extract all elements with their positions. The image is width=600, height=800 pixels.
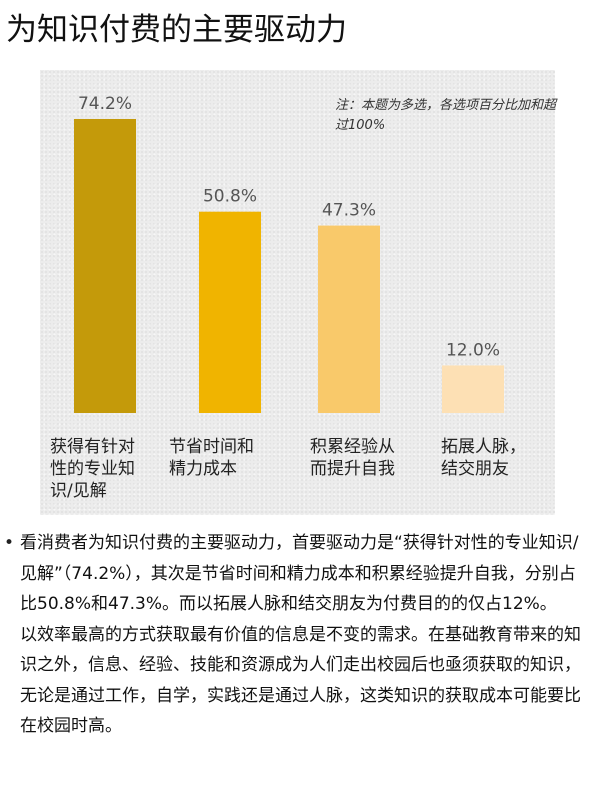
chart-panel: 74.2% 50.8% 47.3% 12.0% 注：本题为多选，各选项百分比加和超过1… xyxy=(40,70,556,515)
bar-value-label-4: 12.0% xyxy=(446,340,500,360)
bar-2 xyxy=(199,211,261,413)
bullet-marker: • xyxy=(4,533,15,553)
category-label-line: 获得有针对 xyxy=(50,437,135,457)
bar-3 xyxy=(318,225,380,413)
bar-1 xyxy=(74,118,136,414)
category-label-4: 拓展人脉， 结交朋友 xyxy=(441,436,526,480)
category-label-line: 性的专业知 xyxy=(50,459,135,479)
body-text: 看消费者为知识付费的主要驱动力，首要驱动力是“获得针对性的专业知识/见解”（74… xyxy=(20,528,590,742)
bar-value-label-2: 50.8% xyxy=(203,187,257,207)
bar-chart: 74.2% 50.8% 47.3% 12.0% xyxy=(74,94,504,414)
paragraph-2: 以效率最高的方式获取最有价值的信息是不变的需求。在基础教育带来的知识之外，信息、… xyxy=(20,624,581,737)
bar-value-label-1: 74.2% xyxy=(78,94,132,114)
bar-value-label-3: 47.3% xyxy=(322,201,376,221)
category-label-1: 获得有针对 性的专业知 识/见解 xyxy=(50,436,135,502)
category-label-2: 节省时间和 精力成本 xyxy=(169,436,254,480)
category-label-line: 精力成本 xyxy=(169,459,237,479)
bar-4 xyxy=(442,365,504,413)
category-label-line: 拓展人脉， xyxy=(441,437,526,457)
chart-note: 注：本题为多选，各选项百分比加和超过100% xyxy=(335,98,557,133)
category-label-line: 结交朋友 xyxy=(441,459,509,479)
page-title: 为知识付费的主要驱动力 xyxy=(6,12,347,48)
category-label-line: 积累经验从 xyxy=(310,437,395,457)
category-label-3: 积累经验从 而提升自我 xyxy=(310,436,395,480)
category-label-line: 识/见解 xyxy=(50,481,107,501)
paragraph-1: 看消费者为知识付费的主要驱动力，首要驱动力是“获得针对性的专业知识/见解”（74… xyxy=(20,533,579,614)
category-label-line: 而提升自我 xyxy=(310,459,395,479)
category-label-line: 节省时间和 xyxy=(169,437,254,457)
